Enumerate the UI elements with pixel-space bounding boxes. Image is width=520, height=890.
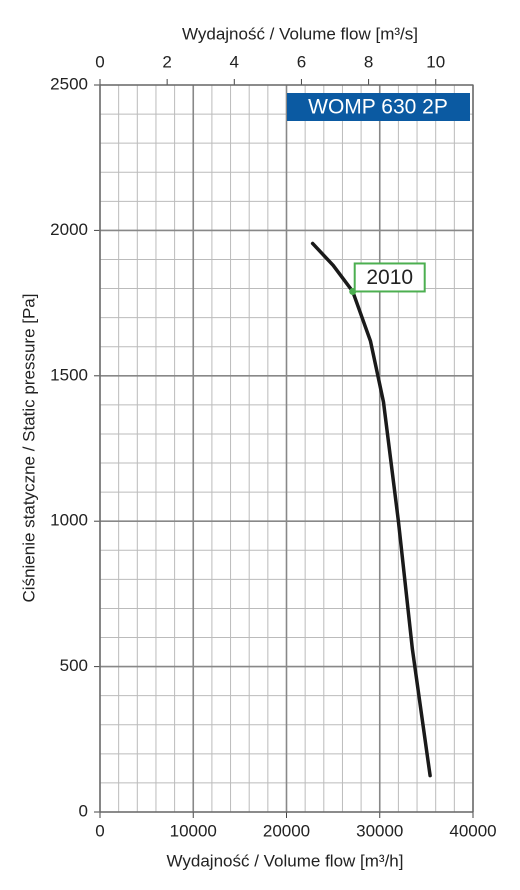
annotation-label: 2010 [366, 266, 413, 289]
x-tick-label: 0 [95, 821, 104, 840]
x2-tick-label: 0 [95, 52, 104, 71]
y-tick-label: 500 [60, 656, 88, 675]
x2-tick-label: 2 [162, 52, 171, 71]
curve [310, 241, 432, 778]
title-box [287, 93, 470, 121]
x2-tick-label: 10 [426, 52, 445, 71]
y-tick-label: 0 [79, 801, 88, 820]
x2-axis-label: Wydajność / Volume flow [m³/s] [182, 24, 418, 43]
y-tick-label: 1500 [50, 365, 88, 384]
annotation-box [353, 262, 426, 293]
x-tick-label: 40000 [449, 821, 496, 840]
x-axis-label: Wydajność / Volume flow [m³/h] [167, 851, 404, 870]
y-tick-label: 2000 [50, 220, 88, 239]
chart-title: WOMP 630 2P [308, 96, 448, 119]
y-tick-label: 2500 [50, 74, 88, 93]
plot-frame [99, 84, 474, 813]
x-tick-label: 20000 [263, 821, 310, 840]
x2-tick-label: 4 [230, 52, 239, 71]
x-tick-label: 30000 [356, 821, 403, 840]
y-tick-label: 1000 [50, 511, 88, 530]
x2-tick-label: 8 [364, 52, 373, 71]
x2-tick-label: 6 [297, 52, 306, 71]
x-tick-label: 10000 [170, 821, 217, 840]
y-axis-label: Ciśnienie statyczne / Static pressure [P… [19, 294, 38, 603]
